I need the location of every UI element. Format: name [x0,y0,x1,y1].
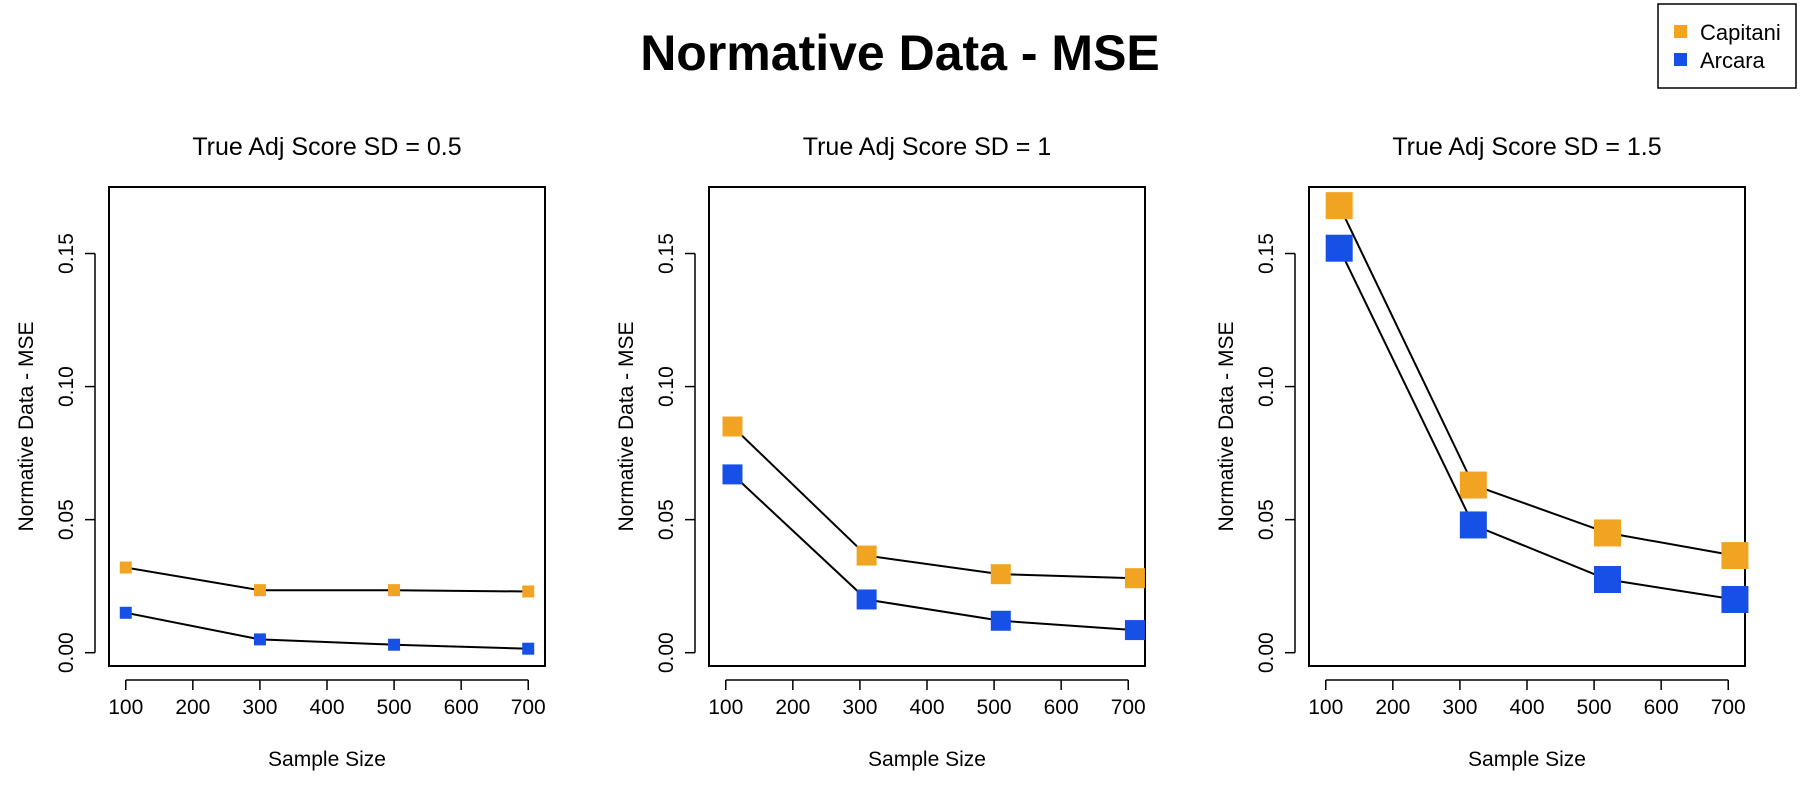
data-point [1459,511,1487,539]
y-tick-label: 0.10 [1255,366,1278,407]
x-tick-label: 100 [108,696,143,719]
x-axis: 100 200 300 400 500 600 700 Sample Size [108,679,546,771]
y-tick-label: 0.05 [55,499,78,540]
panel-title: True Adj Score SD = 1 [803,133,1052,161]
series-line [1338,205,1736,557]
series-capitani [119,561,535,598]
data-point [990,610,1011,631]
x-tick-label: 700 [511,696,546,719]
y-tick-label: 0.15 [1255,233,1278,274]
x-tick-label: 400 [1509,696,1544,719]
data-point [119,606,132,619]
data-point [1124,568,1145,589]
y-tick-label: 0.00 [55,632,78,673]
y-tick-label: 0.00 [655,632,678,673]
chart-panel-2: True Adj Score SD = 1 100 200 300 400 500 600 7… [615,133,1146,771]
y-tick-label: 0.05 [655,499,678,540]
x-tick-label: 100 [708,696,743,719]
data-point [1325,234,1353,262]
legend-box [1657,3,1797,89]
x-tick-label: 300 [242,696,277,719]
data-point [722,416,743,437]
data-point [722,464,743,485]
data-point [856,545,877,566]
x-tick-label: 700 [1711,696,1746,719]
data-point [1593,566,1621,594]
data-point [253,633,266,646]
data-point [388,638,401,651]
x-axis-label: Sample Size [1468,748,1586,771]
series-line [125,611,529,650]
y-axis: 0.00 0.05 0.10 0.15 Normative Data - MSE [615,233,696,673]
chart-panel-3: True Adj Score SD = 1.5 100 200 300 400 500 60… [1215,133,1749,771]
y-tick-label: 0.00 [1255,632,1278,673]
x-tick-label: 300 [842,696,877,719]
series-capitani [722,416,1145,589]
legend-swatch [1674,25,1687,38]
plot-frame [708,186,1146,667]
data-point [253,584,266,597]
legend-label: Capitani [1700,20,1781,45]
x-tick-label: 200 [1375,696,1410,719]
series-capitani [1325,192,1749,570]
figure-title: Normative Data - MSE [640,25,1160,81]
y-axis: 0.00 0.05 0.10 0.15 Normative Data - MSE [1215,233,1296,673]
data-point [1593,519,1621,547]
series-line [731,473,1135,632]
y-axis-label: Normative Data - MSE [15,321,38,531]
y-axis-label: Normative Data - MSE [1215,321,1238,531]
x-tick-label: 300 [1442,696,1477,719]
data-point [522,585,535,598]
x-tick-label: 400 [909,696,944,719]
x-tick-label: 600 [444,696,479,719]
chart-panels: True Adj Score SD = 0.5 100 200 300 400 500 60… [15,133,1749,771]
data-point [1721,585,1749,613]
legend-swatch [1674,53,1687,66]
x-tick-label: 600 [1644,696,1679,719]
series-line [731,425,1135,580]
y-tick-label: 0.05 [1255,499,1278,540]
x-tick-label: 200 [775,696,810,719]
x-tick-label: 700 [1111,696,1146,719]
plot-frame [108,186,546,667]
y-tick-label: 0.15 [655,233,678,274]
x-tick-label: 500 [977,696,1012,719]
x-axis: 100 200 300 400 500 600 700 Sample Size [1308,679,1746,771]
series-line [1338,247,1736,601]
y-tick-label: 0.10 [655,366,678,407]
x-axis-label: Sample Size [868,748,986,771]
y-tick-label: 0.15 [55,233,78,274]
plot-frame [1308,186,1746,667]
y-axis-label: Normative Data - MSE [615,321,638,531]
series-arcara [1325,234,1749,613]
x-tick-label: 500 [1577,696,1612,719]
x-tick-label: 600 [1044,696,1079,719]
y-axis: 0.00 0.05 0.10 0.15 Normative Data - MSE [15,233,96,673]
data-point [1459,471,1487,499]
legend-label: Arcara [1700,48,1766,73]
x-tick-label: 400 [309,696,344,719]
data-point [119,561,132,574]
data-point [522,642,535,655]
data-point [1721,542,1749,570]
panel-title: True Adj Score SD = 0.5 [192,133,461,161]
data-point [1325,192,1353,220]
y-tick-label: 0.10 [55,366,78,407]
chart-panel-1: True Adj Score SD = 0.5 100 200 300 400 500 60… [15,133,546,771]
x-axis: 100 200 300 400 500 600 700 Sample Size [708,679,1146,771]
legend: Capitani Arcara [1657,3,1797,89]
x-tick-label: 200 [175,696,210,719]
series-arcara [722,464,1145,641]
series-line [125,566,529,593]
data-point [388,584,401,597]
x-tick-label: 100 [1308,696,1343,719]
x-tick-label: 500 [377,696,412,719]
x-axis-label: Sample Size [268,748,386,771]
data-point [990,564,1011,585]
panel-title: True Adj Score SD = 1.5 [1392,133,1661,161]
data-point [1124,620,1145,641]
data-point [856,589,877,610]
series-arcara [119,606,535,655]
